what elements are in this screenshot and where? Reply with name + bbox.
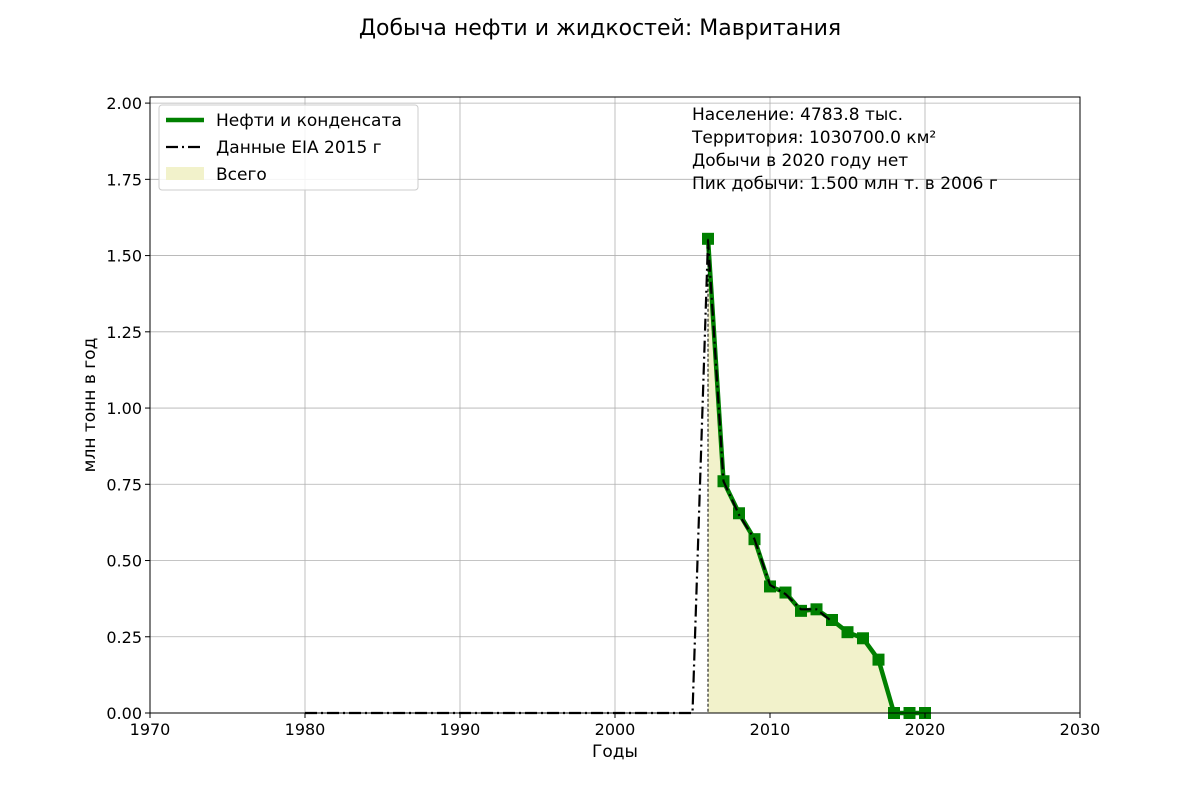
info-annotations: Население: 4783.8 тыс. Территория: 103070… <box>691 105 998 194</box>
y-tick-label: 0.25 <box>106 628 142 647</box>
info-annotation: Добычи в 2020 году нет <box>692 151 908 171</box>
oil-condensate-point <box>764 580 776 593</box>
legend-label-eia-2015: Данные EIA 2015 г <box>216 138 382 158</box>
grid <box>149 97 1081 714</box>
x-tick-label: 1980 <box>285 720 326 739</box>
x-tick-label: 2020 <box>905 720 946 739</box>
oil-condensate-point <box>872 653 885 666</box>
series-layer <box>305 232 931 719</box>
y-tick-label: 1.00 <box>106 399 142 418</box>
ticks: 1970 1980 1990 2000 2010 2020 2030 0.00 0.25 0.50… <box>106 94 1100 739</box>
y-axis-label: млн тонн в год <box>80 338 100 473</box>
info-annotation: Территория: 1030700.0 км² <box>691 128 936 148</box>
y-tick-label: 2.00 <box>106 94 142 113</box>
x-tick-label: 2000 <box>595 720 636 739</box>
area-layer <box>708 258 894 713</box>
x-axis-label: Годы <box>592 742 638 762</box>
y-tick-label: 0.00 <box>106 704 142 723</box>
y-tick-label: 1.25 <box>106 323 142 342</box>
info-annotation: Пик добычи: 1.500 млн т. в 2006 г <box>692 174 998 194</box>
x-tick-label: 2010 <box>750 720 791 739</box>
legend: Нефти и конденсата Данные EIA 2015 г Всего <box>158 104 419 191</box>
total-area <box>708 258 894 713</box>
x-tick-label: 2030 <box>1060 720 1101 739</box>
info-annotation: Население: 4783.8 тыс. <box>692 105 903 125</box>
chart-title: Добыча нефти и жидкостей: Мавритания <box>359 16 841 41</box>
eia-2015-line <box>305 239 833 715</box>
y-tick-label: 0.75 <box>106 475 142 494</box>
legend-label-total: Всего <box>216 165 267 185</box>
y-tick-label: 0.50 <box>106 552 142 571</box>
legend-box <box>158 104 419 191</box>
oil-condensate-point <box>733 507 745 520</box>
oil-condensate-point <box>826 613 838 626</box>
legend-label-oil-condensate: Нефти и конденсата <box>216 111 402 131</box>
oil-condensate-point <box>795 604 807 617</box>
y-tick-label: 1.75 <box>106 170 142 189</box>
legend-swatch-total <box>166 167 204 180</box>
x-tick-label: 1970 <box>130 720 171 739</box>
oil-condensate-point <box>857 632 869 645</box>
y-tick-label: 1.50 <box>106 247 142 266</box>
oil-condensate-point <box>841 626 854 639</box>
x-tick-label: 1990 <box>440 720 481 739</box>
